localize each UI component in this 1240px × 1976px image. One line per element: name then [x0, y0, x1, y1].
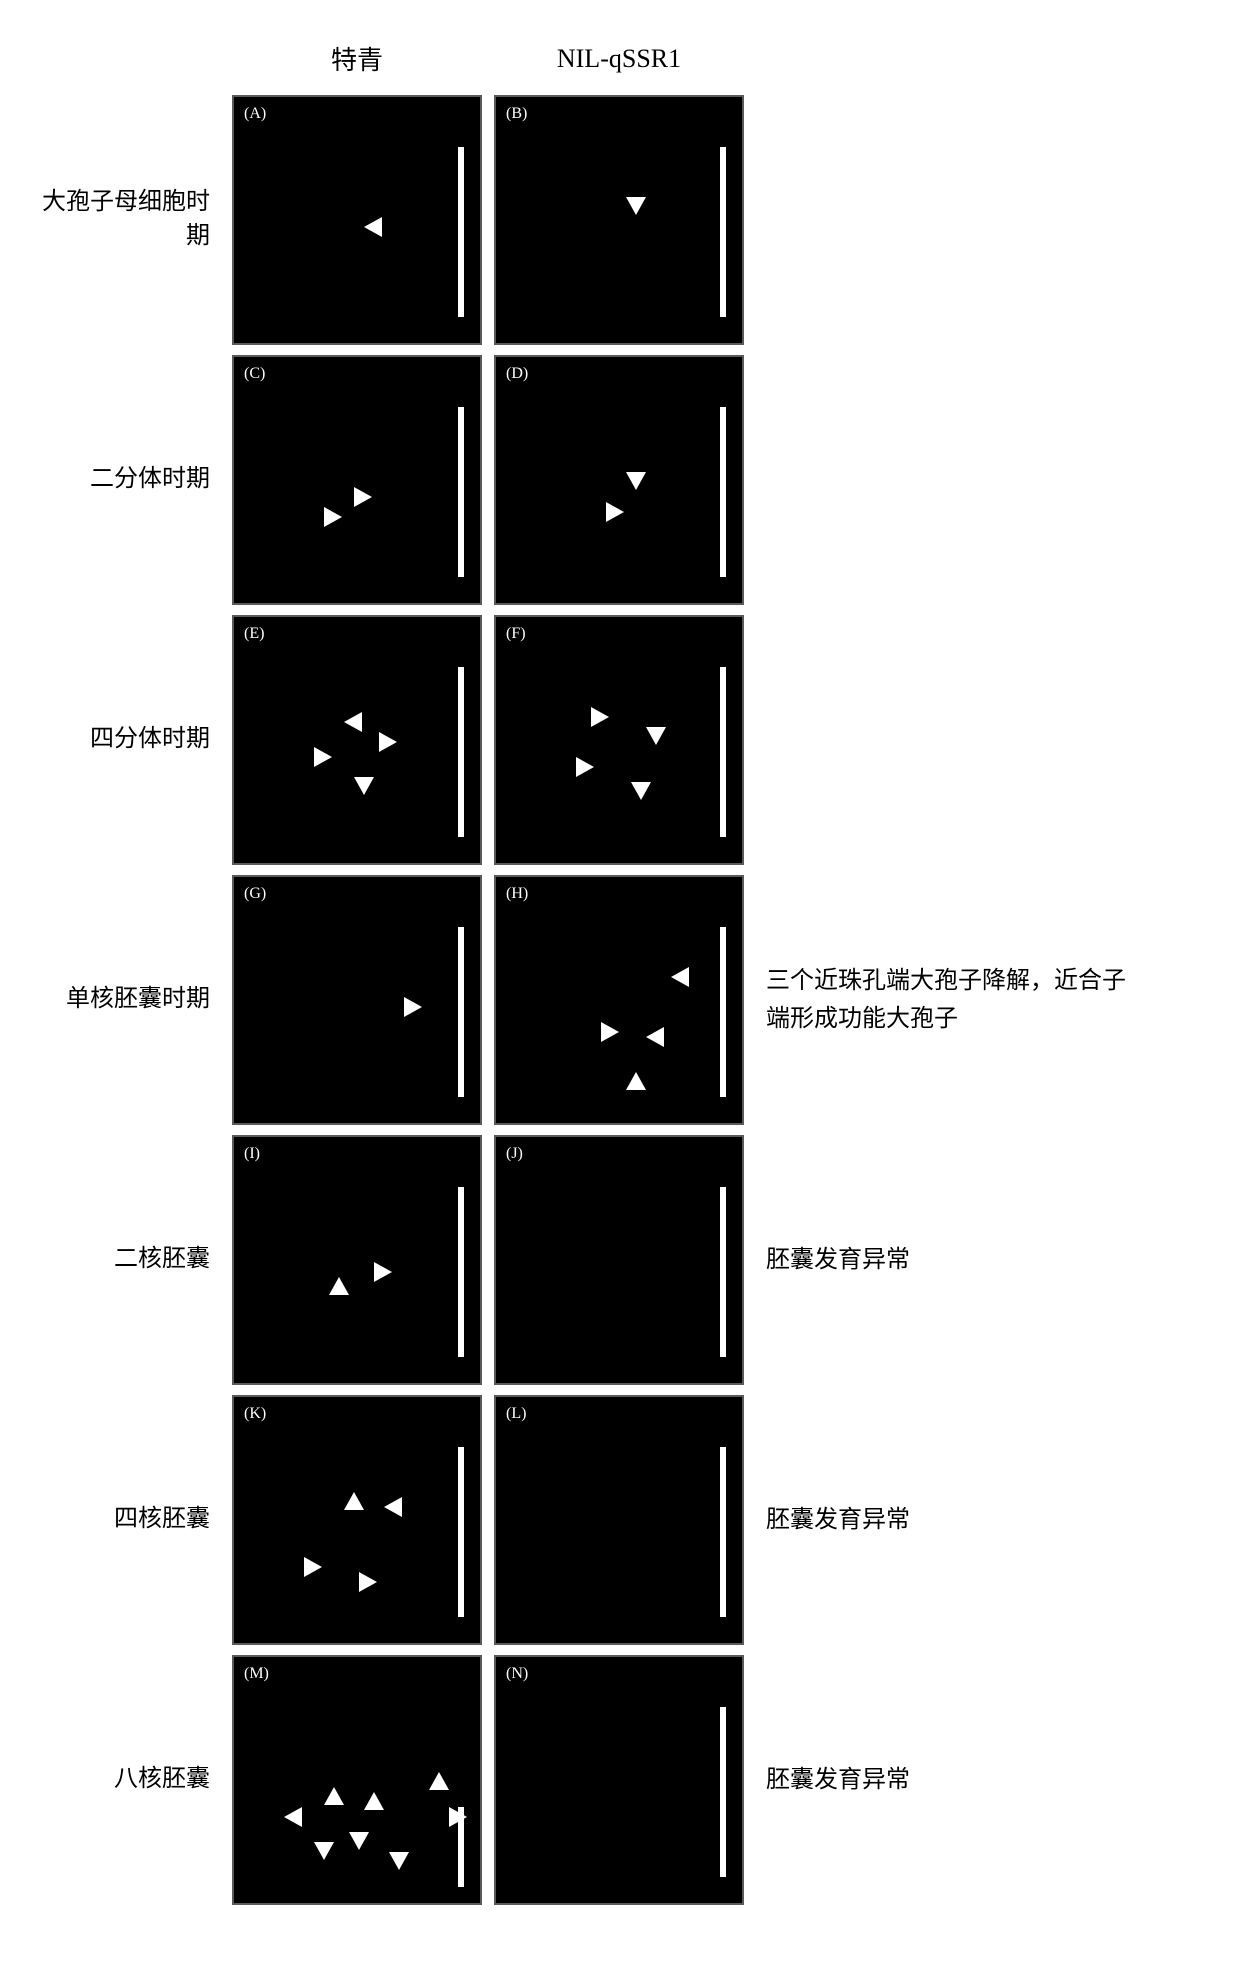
pointer-arrow [626, 472, 646, 490]
pointer-arrow [591, 707, 609, 727]
row-annotation: 三个近珠孔端大孢子降解，近合子端形成功能大孢子 [756, 962, 1136, 1039]
pointer-arrow [606, 502, 624, 522]
pointer-arrow [324, 507, 342, 527]
pointer-arrow [354, 777, 374, 795]
micrograph-panel: (A) [232, 95, 482, 345]
pointer-arrow [329, 1277, 349, 1295]
row-label: 四核胚囊 [20, 1503, 220, 1537]
row-label: 八核胚囊 [20, 1763, 220, 1797]
micrograph-panel: (I) [232, 1135, 482, 1385]
panel-letter: (D) [506, 365, 528, 383]
micrograph-panel: (F) [494, 615, 744, 865]
micrograph-panel: (E) [232, 615, 482, 865]
pointer-arrow [314, 747, 332, 767]
scale-bar [720, 667, 726, 837]
scale-bar [720, 1187, 726, 1357]
row-label: 二分体时期 [20, 463, 220, 497]
panel-letter: (N) [506, 1665, 528, 1683]
pointer-arrow [646, 1027, 664, 1047]
micrograph-panel: (N) [494, 1655, 744, 1905]
row-label: 四分体时期 [20, 723, 220, 757]
pointer-arrow [626, 1072, 646, 1090]
panel-letter: (J) [506, 1145, 523, 1163]
pointer-arrow [354, 487, 372, 507]
panel-letter: (M) [244, 1665, 269, 1683]
micrograph-panel: (J) [494, 1135, 744, 1385]
row-annotation: 胚囊发育异常 [756, 1501, 1136, 1539]
pointer-arrow [576, 757, 594, 777]
micrograph-panel: (G) [232, 875, 482, 1125]
row-annotation: 胚囊发育异常 [756, 1761, 1136, 1799]
pointer-arrow [601, 1022, 619, 1042]
pointer-arrow [449, 1807, 467, 1827]
pointer-arrow [384, 1497, 402, 1517]
pointer-arrow [429, 1772, 449, 1790]
scale-bar [458, 927, 464, 1097]
column-header-teqing: 特青 [232, 40, 482, 85]
pointer-arrow [284, 1807, 302, 1827]
panel-letter: (C) [244, 365, 265, 383]
panel-letter: (E) [244, 625, 264, 643]
pointer-arrow [364, 217, 382, 237]
pointer-arrow [626, 197, 646, 215]
row-annotation: 胚囊发育异常 [756, 1241, 1136, 1279]
scale-bar [720, 147, 726, 317]
pointer-arrow [359, 1572, 377, 1592]
scale-bar [720, 1447, 726, 1617]
panel-letter: (A) [244, 105, 266, 123]
row-label: 大孢子母细胞时期 [20, 186, 220, 253]
pointer-arrow [324, 1787, 344, 1805]
scale-bar [458, 147, 464, 317]
scale-bar [720, 927, 726, 1097]
panel-letter: (G) [244, 885, 266, 903]
scale-bar [458, 1187, 464, 1357]
micrograph-panel: (B) [494, 95, 744, 345]
row-label: 单核胚囊时期 [20, 983, 220, 1017]
panel-letter: (F) [506, 625, 526, 643]
panel-letter: (H) [506, 885, 528, 903]
pointer-arrow [374, 1262, 392, 1282]
pointer-arrow [389, 1852, 409, 1870]
micrograph-panel: (L) [494, 1395, 744, 1645]
panel-letter: (B) [506, 105, 527, 123]
pointer-arrow [631, 782, 651, 800]
pointer-arrow [304, 1557, 322, 1577]
pointer-arrow [364, 1792, 384, 1810]
scale-bar [458, 407, 464, 577]
micrograph-panel: (C) [232, 355, 482, 605]
pointer-arrow [344, 1492, 364, 1510]
micrograph-panel: (M) [232, 1655, 482, 1905]
scale-bar [720, 1707, 726, 1877]
panel-letter: (K) [244, 1405, 266, 1423]
pointer-arrow [379, 732, 397, 752]
pointer-arrow [314, 1842, 334, 1860]
scale-bar [720, 407, 726, 577]
micrograph-panel: (H) [494, 875, 744, 1125]
pointer-arrow [349, 1832, 369, 1850]
column-header-nil: NIL-qSSR1 [494, 44, 744, 82]
scale-bar [458, 1447, 464, 1617]
micrograph-panel: (D) [494, 355, 744, 605]
scale-bar [458, 667, 464, 837]
row-label: 二核胚囊 [20, 1243, 220, 1277]
panel-letter: (I) [244, 1145, 260, 1163]
pointer-arrow [646, 727, 666, 745]
pointer-arrow [344, 712, 362, 732]
pointer-arrow [671, 967, 689, 987]
pointer-arrow [404, 997, 422, 1017]
panel-letter: (L) [506, 1405, 526, 1423]
micrograph-panel: (K) [232, 1395, 482, 1645]
